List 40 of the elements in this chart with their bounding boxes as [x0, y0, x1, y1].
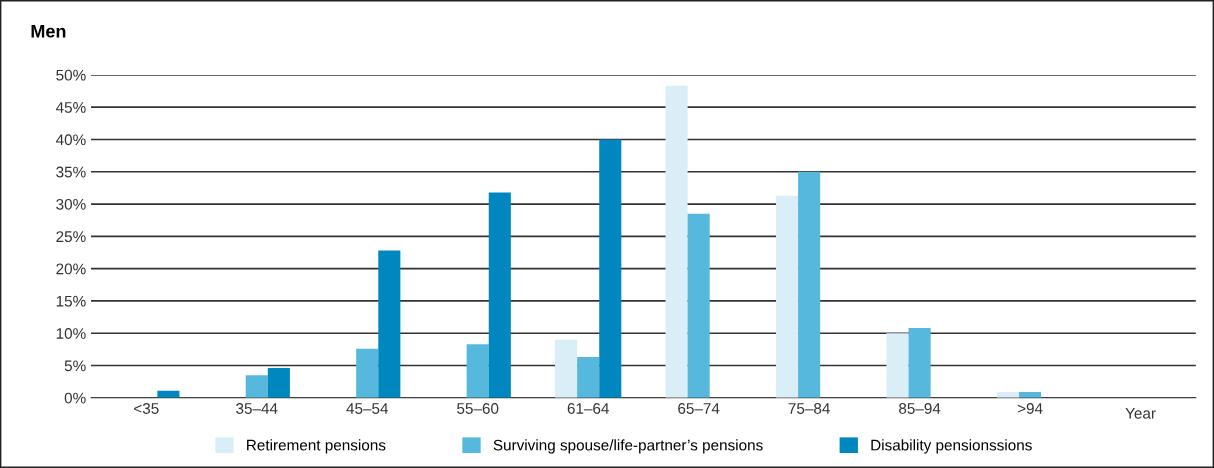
x-tick-label: 35–44: [236, 403, 278, 414]
y-tick-label: 40%: [55, 134, 86, 146]
bar: [599, 139, 622, 398]
x-tick-label: 55–60: [457, 403, 499, 414]
legend-label: Disability pensionssions: [871, 439, 1032, 454]
bar: [577, 357, 600, 398]
y-tick-label: 45%: [55, 102, 86, 113]
x-tick-label: >94: [1017, 403, 1043, 414]
bar: [555, 339, 578, 398]
x-tick-label: 61–64: [567, 403, 609, 414]
bar: [378, 250, 401, 398]
bar: [886, 333, 909, 398]
y-tick-label: 50%: [56, 69, 86, 81]
bar: [466, 344, 489, 398]
legend-label: Surviving spouse/life-partner’s pensions: [493, 439, 763, 454]
x-tick-label: <35: [134, 403, 159, 414]
bar: [687, 213, 710, 398]
x-tick-label: 65–74: [678, 403, 720, 414]
bar: [267, 368, 290, 398]
bar: [908, 328, 931, 398]
bar: [488, 192, 511, 398]
bar: [356, 348, 379, 398]
legend-label: Retirement pensions: [247, 439, 386, 454]
bar: [775, 195, 799, 398]
y-tick-label: 10%: [56, 328, 86, 339]
bar: [245, 375, 268, 398]
y-tick-label: 20%: [56, 263, 86, 275]
chart-title: Men: [31, 25, 66, 38]
x-tick-label: 45–54: [346, 403, 389, 414]
x-axis-title: Year: [1125, 408, 1156, 419]
bar: [665, 85, 688, 398]
y-tick-label: 0%: [64, 392, 86, 404]
x-tick-label: 85–94: [899, 403, 941, 414]
x-tick-label: 75–84: [788, 403, 830, 414]
y-tick-label: 25%: [56, 231, 86, 243]
y-tick-label: 35%: [56, 166, 86, 178]
y-tick-label: 5%: [64, 360, 86, 372]
y-tick-label: 30%: [56, 198, 86, 210]
bar: [798, 171, 821, 398]
y-tick-label: 15%: [56, 295, 86, 307]
